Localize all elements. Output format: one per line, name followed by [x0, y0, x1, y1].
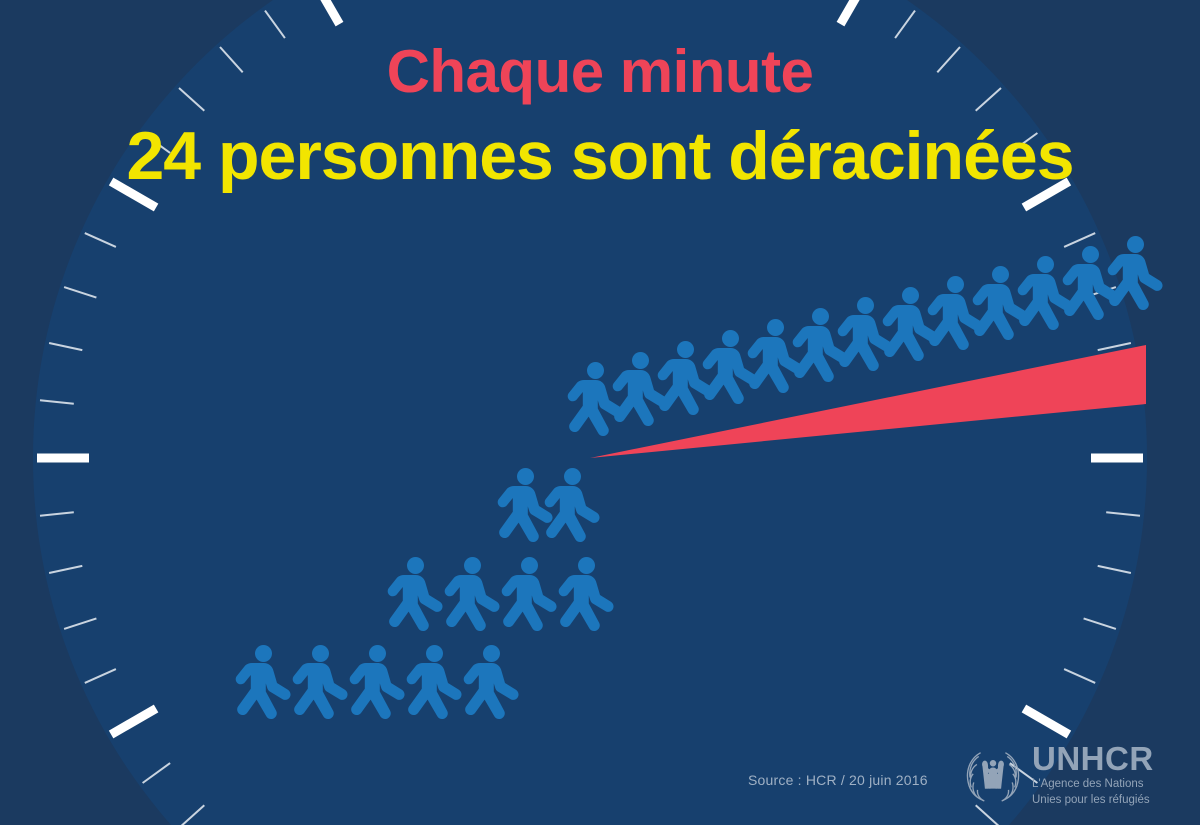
clock-tick-minor: [180, 804, 205, 825]
clock-tick-minor: [142, 762, 171, 784]
clock-tick-minor: [48, 342, 83, 352]
clock-tick-minor: [142, 132, 171, 154]
clock-tick-minor: [1063, 668, 1096, 684]
clock-tick-minor: [975, 87, 1002, 112]
clock-tick-minor: [1009, 132, 1038, 154]
clock-tick-major: [1021, 177, 1072, 212]
clock-minute-hand: [590, 345, 1146, 458]
clock-tick-minor: [48, 564, 83, 574]
clock-tick-major: [320, 0, 344, 27]
clock-tick-minor: [894, 10, 916, 39]
clock-tick-minor: [39, 399, 74, 405]
clock-tick-minor: [1106, 511, 1141, 517]
clock-tick-minor: [1097, 342, 1132, 352]
clock-tick-minor: [1063, 232, 1096, 248]
clock-tick-major: [108, 704, 159, 739]
unhcr-tagline-line-2: Unies pour les réfugiés: [1032, 794, 1150, 807]
clock-tick-minor: [1083, 617, 1117, 630]
clock-tick-minor: [178, 87, 205, 112]
clock-tick-minor: [936, 46, 961, 73]
unhcr-wordmark: UNHCR: [1032, 740, 1154, 777]
clock-tick-major: [1021, 704, 1072, 739]
clock-tick-major: [836, 0, 860, 27]
clock-tick-minor: [84, 232, 117, 248]
clock-tick-minor: [63, 286, 97, 299]
clock-tick-minor: [219, 46, 244, 73]
source-credit: Source : HCR / 20 juin 2016: [748, 772, 928, 788]
unhcr-tagline-line-1: L'Agence des Nations: [1032, 778, 1144, 790]
clock-tick-minor: [1097, 564, 1132, 574]
unhcr-logo: UNHCR L'Agence des Nations Unies pour le…: [962, 742, 1154, 808]
clock-tick-minor: [84, 668, 117, 684]
clock-tick-major: [108, 177, 159, 212]
unhcr-emblem-icon: [966, 751, 1020, 802]
clock-tick-minor: [975, 804, 1000, 825]
unhcr-logo-text: UNHCR L'Agence des Nations Unies pour le…: [1032, 742, 1154, 808]
clock-tick-minor: [264, 10, 286, 39]
clock-tick-minor: [39, 511, 74, 517]
clock-tick-minor: [63, 617, 97, 630]
walking-person-icon: [1107, 236, 1163, 310]
